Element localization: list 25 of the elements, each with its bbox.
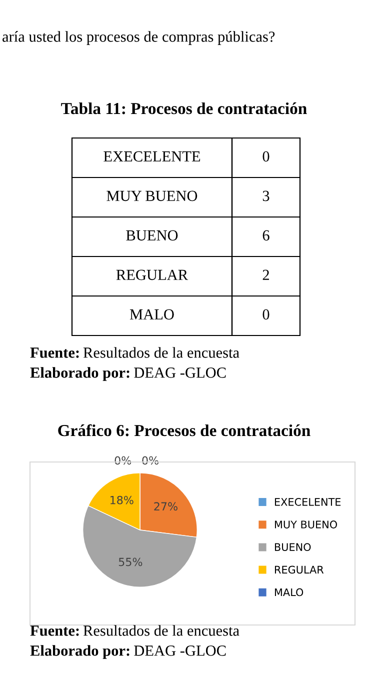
category-label: EXECELENTE (104, 151, 200, 162)
text: aría usted los procesos de compras públicas? (2, 31, 275, 45)
data-label: 3 (262, 190, 270, 202)
legend-label: EXECELENTE (274, 498, 341, 506)
source-note: Fuente: Resultados de la encuesta (30, 347, 240, 358)
legend-label: BUENO (274, 543, 311, 552)
legend-label: MALO (274, 588, 304, 596)
data-label: 18% (110, 496, 134, 504)
chart-title: Gráfico 6: Procesos de contratación (58, 424, 310, 436)
data-label: 55% (118, 558, 142, 566)
text: Elaborado por: DEAG -GLOC (30, 645, 226, 659)
category-label: REGULAR (116, 270, 188, 280)
legend-label: REGULAR (274, 566, 324, 574)
category-label: MUY BUENO (106, 190, 198, 202)
legend-label: MUY BUENO (274, 520, 337, 528)
source-note: Fuente: Resultados de la encuesta (30, 625, 240, 636)
category-label: MALO (130, 309, 174, 320)
data-label: 2 (262, 270, 269, 280)
data-label: 0 (262, 151, 270, 162)
category-label: BUENO (126, 230, 178, 241)
data-label: 6 (262, 230, 270, 241)
data-label: 0 (262, 309, 270, 320)
text: Elaborado por: DEAG -GLOC (30, 367, 226, 381)
data-label: 27% (154, 502, 178, 511)
text: Tabla 11: Procesos de contratación (61, 102, 307, 114)
